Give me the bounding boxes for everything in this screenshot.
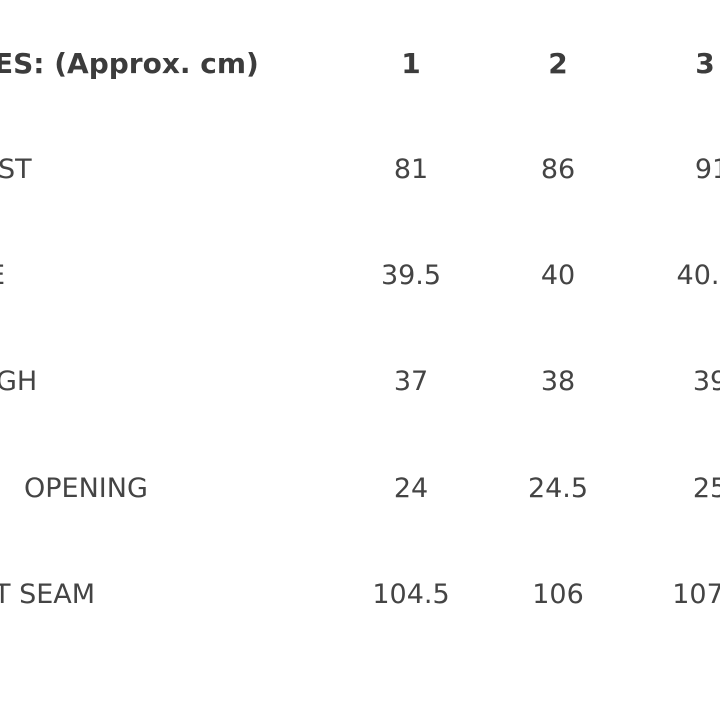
value-size-3: 91 (694, 154, 720, 185)
value-size-1: 37 (393, 366, 429, 397)
table-row: GH 37 38 39 (0, 362, 720, 402)
table-row: T SEAM 104.5 106 107 (0, 575, 720, 615)
size-header-row: ES: (Approx. cm) 1 2 3 (0, 44, 720, 84)
size-3-header: 3 (695, 47, 715, 80)
header-label: ES: (Approx. cm) (0, 47, 259, 80)
value-size-3: 40. (676, 260, 720, 291)
row-label: E (0, 256, 5, 296)
table-row: ST 81 86 91 (0, 150, 720, 190)
row-label: ST (0, 154, 32, 185)
value-size-2: 106 (532, 579, 584, 610)
value-size-1: 39.5 (380, 260, 442, 291)
size-2-header: 2 (548, 47, 568, 80)
value-size-1: 81 (393, 154, 429, 185)
value-size-3: 107 (672, 579, 720, 610)
value-size-2: 38 (540, 366, 576, 397)
size-1-header: 1 (401, 47, 421, 80)
table-row: E 39.5 40 40. (0, 256, 720, 296)
value-size-1: 24 (393, 473, 429, 504)
value-size-3: 39 (692, 366, 720, 397)
value-size-2: 24.5 (527, 473, 589, 504)
row-label: GH (0, 366, 38, 397)
value-size-3: 25 (692, 473, 720, 504)
value-size-2: 86 (540, 154, 576, 185)
table-row: OPENING 24 24.5 25 (0, 469, 720, 509)
value-size-1: 104.5 (372, 579, 450, 610)
value-size-2: 40 (540, 260, 576, 291)
row-label: OPENING (24, 473, 148, 504)
row-label: T SEAM (0, 579, 96, 610)
